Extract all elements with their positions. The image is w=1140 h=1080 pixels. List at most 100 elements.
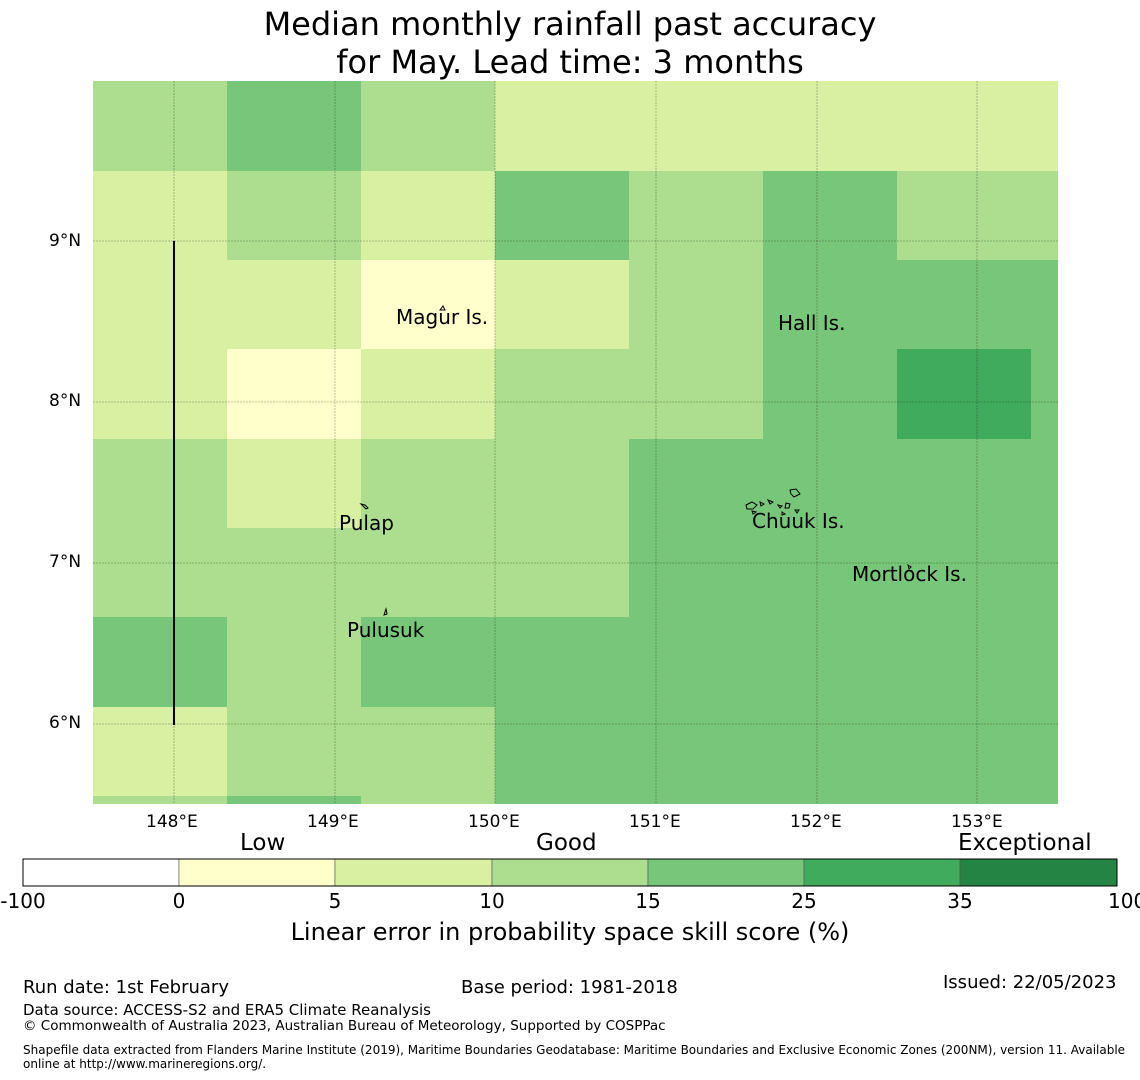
grid-cell — [227, 617, 361, 707]
lon-tick-153: 153°E — [951, 812, 1003, 832]
place-label-hall: Hall Is. — [778, 311, 846, 335]
grid-cell — [1031, 349, 1058, 439]
grid-cell-edge — [227, 796, 361, 804]
grid-cell-edge — [629, 796, 763, 804]
grid-cell — [93, 81, 227, 171]
grid-cell — [629, 349, 763, 439]
colorbar-segment — [959, 858, 1118, 887]
grid-cell — [629, 171, 763, 260]
colorbar-segment — [647, 858, 805, 887]
grid-cell — [495, 260, 629, 349]
grid-cell — [763, 707, 897, 796]
run-date: Run date: 1st February — [23, 977, 229, 998]
colorbar-value: 10 — [479, 889, 505, 913]
lat-tick-8: 8°N — [49, 391, 82, 411]
grid-cell — [227, 707, 361, 796]
grid-cell — [93, 260, 227, 349]
grid-cell — [897, 528, 1031, 617]
grid-cell — [93, 528, 227, 617]
grid-cell — [763, 528, 897, 617]
place-label-pulusuk: Pulusuk — [347, 618, 425, 642]
grid-cell — [93, 349, 227, 439]
chart-title-line-2: for May. Lead time: 3 months — [336, 43, 804, 81]
grid-cell-edge — [93, 796, 227, 804]
grid-cell — [495, 171, 629, 260]
colorbar-category-low: Low — [240, 830, 286, 856]
colorbar-frame — [22, 858, 1118, 887]
pulusuk-island-outline — [383, 607, 388, 616]
grid-cell-edge — [897, 796, 1031, 804]
grid-cell — [629, 81, 763, 171]
lat-tick-7: 7°N — [49, 552, 82, 572]
grid-cell-edge — [1031, 796, 1058, 804]
grid-cell — [1031, 439, 1058, 528]
shapefile-credit-line-1: Shapefile data extracted from Flanders M… — [23, 1043, 1126, 1057]
place-label-pulap: Pulap — [339, 511, 394, 535]
grid-cell — [361, 617, 495, 707]
grid-cell — [495, 528, 629, 617]
colorbar-value: 100 — [1108, 889, 1140, 913]
grid-cell — [227, 528, 361, 617]
base-period: Base period: 1981-2018 — [461, 977, 678, 998]
grid-cell — [1031, 707, 1058, 796]
grid-cell — [495, 439, 629, 528]
grid-cell — [227, 439, 361, 528]
grid-cell — [93, 707, 227, 796]
colorbar — [22, 858, 1118, 887]
skill-grid — [93, 81, 1058, 804]
colorbar-value: 25 — [791, 889, 817, 913]
grid-cell — [1031, 171, 1058, 260]
grid-cell — [495, 707, 629, 796]
grid-cell — [629, 617, 763, 707]
colorbar-segment — [178, 858, 336, 887]
grid-cell — [1031, 617, 1058, 707]
grid-cell — [897, 707, 1031, 796]
grid-cell — [763, 81, 897, 171]
lon-tick-149: 149°E — [307, 812, 359, 832]
grid-cell — [227, 171, 361, 260]
island-outlines — [359, 305, 912, 616]
colorbar-value: 0 — [172, 889, 186, 913]
colorbar-segment — [334, 858, 493, 887]
grid-cell — [361, 81, 495, 171]
grid-cell — [763, 439, 897, 528]
grid-cell — [897, 617, 1031, 707]
graticule — [93, 81, 1058, 804]
grid-cell — [897, 81, 1031, 171]
colorbar-value: -100 — [0, 889, 46, 913]
grid-cell — [897, 439, 1031, 528]
magur-island-outline — [439, 305, 446, 311]
grid-cell — [361, 528, 495, 617]
mortlock-island-outline — [907, 563, 912, 570]
grid-cell — [227, 260, 361, 349]
grid-cell — [495, 349, 629, 439]
grid-cell — [629, 260, 763, 349]
lat-tick-6: 6°N — [49, 713, 82, 733]
lon-tick-148: 148°E — [146, 812, 198, 832]
colorbar-value: 15 — [635, 889, 661, 913]
grid-cell — [495, 81, 629, 171]
lat-tick-9: 9°N — [49, 231, 82, 251]
grid-cell-edge — [763, 796, 897, 804]
colorbar-segment — [491, 858, 649, 887]
issued-date: Issued: 22/05/2023 — [943, 972, 1117, 993]
grid-cell — [629, 528, 763, 617]
colorbar-segment — [22, 858, 180, 887]
grid-cell — [93, 617, 227, 707]
grid-cell-edge — [495, 796, 629, 804]
grid-cell — [227, 349, 361, 439]
copyright: © Commonwealth of Australia 2023, Austra… — [23, 1018, 666, 1034]
pulap-island-outline — [359, 503, 369, 510]
colorbar-value: 5 — [328, 889, 342, 913]
grid-cell — [361, 439, 495, 528]
colorbar-category-good: Good — [536, 830, 597, 856]
chuuk-islands-outline — [745, 488, 801, 516]
grid-cell — [1031, 528, 1058, 617]
grid-cell — [897, 260, 1031, 349]
grid-cell — [361, 260, 495, 349]
grid-cell — [361, 707, 495, 796]
grid-cell — [629, 439, 763, 528]
place-label-chuuk: Chuuk Is. — [752, 509, 845, 533]
grid-cell-edge — [361, 796, 495, 804]
